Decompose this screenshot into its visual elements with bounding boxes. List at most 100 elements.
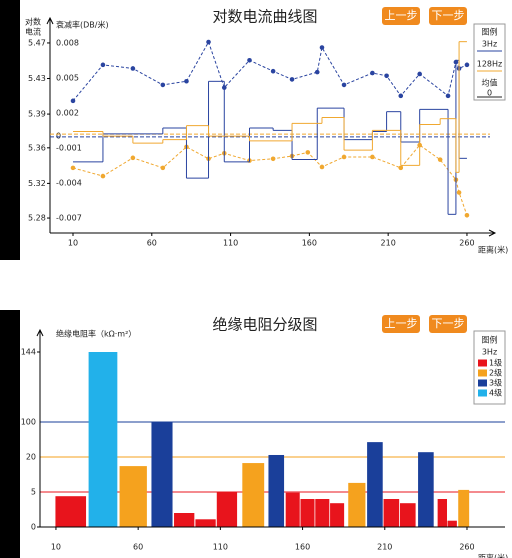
bar — [195, 519, 216, 527]
bar — [55, 496, 87, 527]
y2-tick-label: -0.001 — [56, 143, 82, 152]
bar — [285, 492, 300, 527]
y-tick-label: 0 — [31, 523, 36, 532]
point — [384, 73, 389, 79]
x-tick-label: 60 — [133, 543, 143, 552]
bar — [151, 422, 173, 527]
point — [319, 164, 325, 170]
y2-tick-label: 0.002 — [56, 108, 79, 117]
y-tick-label: 20 — [26, 453, 36, 462]
point — [341, 154, 347, 160]
button[interactable] — [429, 7, 467, 25]
x-tick-label: 210 — [377, 543, 392, 552]
bar — [268, 454, 285, 527]
point — [341, 82, 347, 88]
point — [130, 155, 136, 161]
legend-title: 图例 — [482, 335, 498, 345]
legend-subtitle: 3Hz — [482, 348, 497, 357]
button-label[interactable]: 上一步 — [385, 9, 418, 22]
y-tick-label: 5.28 — [28, 214, 46, 223]
point — [417, 71, 422, 77]
y-tick-label: 5 — [31, 488, 36, 497]
bar — [300, 499, 315, 527]
y-tick-label: 144 — [21, 348, 36, 357]
legend-label: 3级 — [489, 378, 502, 388]
button-label[interactable]: 下一步 — [432, 317, 465, 330]
point — [314, 69, 320, 75]
legend-box — [473, 23, 506, 101]
point — [70, 98, 76, 104]
point — [130, 66, 136, 71]
point — [319, 45, 325, 50]
bar — [88, 352, 118, 527]
legend-swatch — [478, 359, 487, 367]
button-label[interactable]: 下一步 — [432, 9, 465, 22]
point — [437, 157, 443, 162]
y-tick-label: 5.47 — [28, 38, 46, 47]
bar — [383, 499, 400, 527]
chart-title: 绝缘电阻分级图 — [212, 316, 317, 334]
button-label[interactable]: 上一步 — [385, 317, 418, 330]
bar — [315, 499, 330, 527]
bar — [447, 520, 457, 527]
y2-axis-label: 衰减率(DB/米) — [56, 20, 109, 30]
bar — [437, 499, 448, 527]
legend-label: 4级 — [489, 388, 502, 398]
bar — [119, 466, 147, 527]
point — [100, 62, 106, 68]
x-tick-label: 210 — [381, 239, 396, 248]
y2-tick-label: 0.005 — [56, 73, 79, 82]
bar — [242, 463, 265, 527]
x-tick-label: 10 — [51, 543, 61, 552]
legend-label: 0 — [487, 89, 492, 98]
y-tick-label: 5.39 — [28, 110, 46, 119]
legend-title: 图例 — [482, 27, 498, 37]
point — [100, 173, 106, 179]
x-tick-label: 260 — [459, 239, 474, 248]
bar — [216, 492, 238, 527]
point — [247, 57, 252, 63]
legend-swatch — [478, 379, 487, 387]
side-strip — [0, 0, 20, 260]
x-axis-label: 距离(米) — [478, 553, 508, 558]
x-tick-label: 160 — [302, 239, 317, 248]
point — [370, 154, 375, 160]
axis-arrow — [36, 328, 44, 337]
axis-arrow — [46, 16, 54, 25]
button[interactable] — [382, 7, 420, 25]
bar — [174, 513, 195, 527]
point — [270, 156, 276, 162]
chart-title: 对数电流曲线图 — [212, 8, 317, 26]
button[interactable] — [382, 315, 420, 333]
series-line — [72, 40, 468, 102]
point — [464, 213, 470, 218]
bar — [330, 503, 345, 527]
bar — [418, 452, 434, 527]
x-tick-label: 160 — [295, 543, 310, 552]
legend-swatch — [478, 389, 487, 397]
point — [206, 39, 211, 45]
side-strip — [0, 310, 20, 558]
point — [160, 82, 166, 88]
y-tick-label: 5.43 — [28, 74, 46, 83]
legend-label: 均值 — [482, 78, 498, 88]
series-line — [72, 144, 468, 216]
point — [398, 165, 404, 171]
point — [160, 165, 166, 171]
bar — [348, 482, 366, 527]
button[interactable] — [429, 315, 467, 333]
point — [305, 150, 311, 155]
y-axis-label: 电流 — [25, 27, 41, 37]
x-tick-label: 110 — [213, 543, 228, 552]
y-tick-label: 5.32 — [28, 179, 46, 188]
point — [70, 165, 76, 171]
point — [464, 62, 470, 68]
x-tick-label: 60 — [147, 239, 157, 248]
x-axis-label: 距离(米) — [478, 245, 508, 255]
y2-tick-label: -0.004 — [56, 178, 82, 187]
axis-arrow — [488, 229, 497, 237]
legend-swatch — [478, 369, 487, 377]
point — [398, 93, 404, 99]
bar — [399, 503, 416, 527]
